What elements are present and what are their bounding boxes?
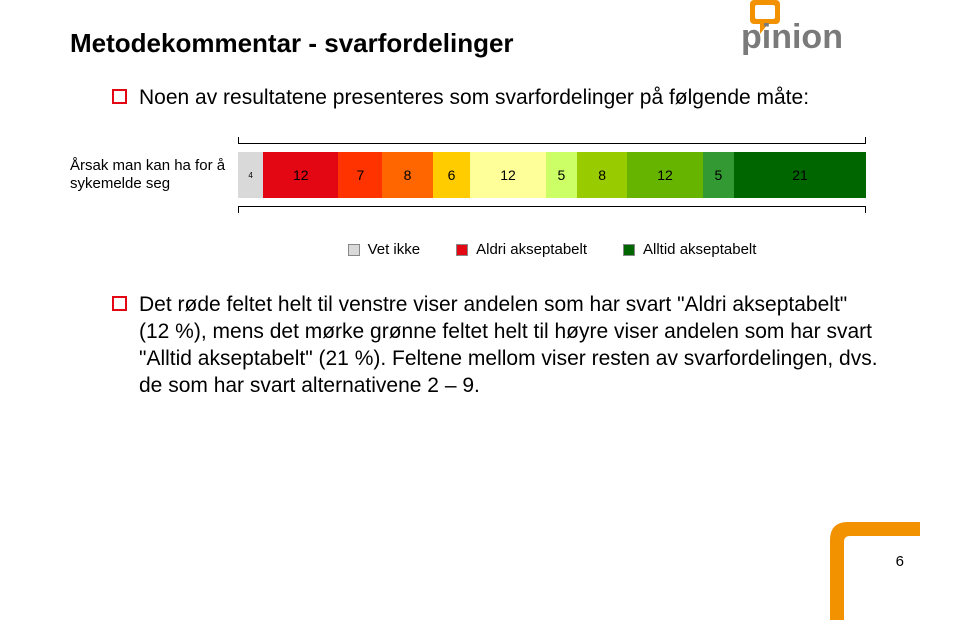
chart-bar: 412786125812521 xyxy=(238,143,866,207)
bar-segment: 12 xyxy=(470,152,545,198)
axis-top xyxy=(238,143,866,144)
legend-label: Aldri akseptabelt xyxy=(476,241,587,258)
bar-segment: 5 xyxy=(703,152,734,198)
body-text: Det røde feltet helt til venstre viser a… xyxy=(139,292,879,400)
chart: Årsak man kan ha for å sykemelde seg 412… xyxy=(70,143,890,258)
bar-segment: 12 xyxy=(627,152,702,198)
legend-item: Vet ikke xyxy=(348,241,421,258)
legend-item: Aldri akseptabelt xyxy=(456,241,587,258)
tick xyxy=(238,207,239,213)
bullet-icon xyxy=(112,89,127,104)
legend-item: Alltid akseptabelt xyxy=(623,241,756,258)
tick xyxy=(865,207,866,213)
legend-label: Vet ikke xyxy=(368,241,421,258)
tick xyxy=(238,137,239,143)
corner-decoration-icon xyxy=(810,510,920,620)
axis-bottom xyxy=(238,206,866,207)
bar-segment: 5 xyxy=(546,152,577,198)
bar-segment: 21 xyxy=(734,152,866,198)
tick xyxy=(865,137,866,143)
legend-label: Alltid akseptabelt xyxy=(643,241,756,258)
bullet-icon xyxy=(112,296,127,311)
bar-segment: 4 xyxy=(238,152,263,198)
legend-swatch-icon xyxy=(623,244,635,256)
bar-segment: 8 xyxy=(577,152,627,198)
brand-logo: pinion xyxy=(738,0,908,60)
legend-swatch-icon xyxy=(348,244,360,256)
legend: Vet ikke Aldri akseptabelt Alltid akseptab… xyxy=(238,241,866,258)
bar-segment: 12 xyxy=(263,152,338,198)
bar-segment: 7 xyxy=(338,152,382,198)
chart-row-label: Årsak man kan ha for å sykemelde seg xyxy=(70,157,238,193)
bar-segment: 6 xyxy=(433,152,471,198)
legend-swatch-icon xyxy=(456,244,468,256)
logo-text: pinion xyxy=(741,18,843,56)
bar-segment: 8 xyxy=(382,152,432,198)
intro-text: Noen av resultatene presenteres som svar… xyxy=(139,85,809,111)
